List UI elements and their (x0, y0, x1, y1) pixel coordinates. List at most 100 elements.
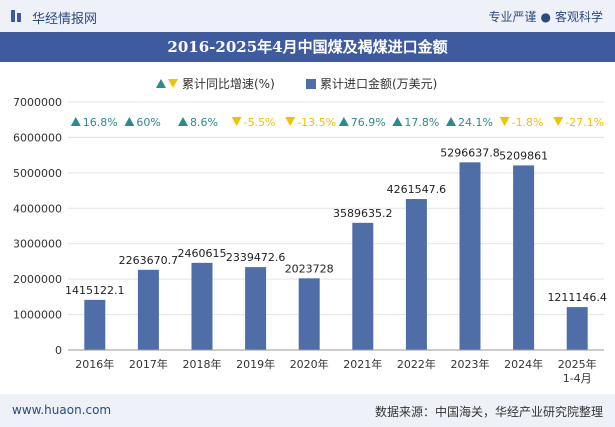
growth-up-triangle-icon (392, 117, 403, 126)
growth-down-triangle-icon (499, 117, 510, 126)
x-tick-line: 2020年 (290, 357, 329, 371)
y-tick-label: 7000000 (13, 96, 62, 109)
y-tick-label: 6000000 (13, 131, 62, 144)
bar-value-label: 5296637.8 (440, 146, 500, 159)
legend-label-growth: 累计同比增速(%) (182, 77, 275, 91)
bar (137, 269, 159, 350)
x-tick-label: 2024年 (504, 357, 543, 371)
growth-label: 8.6% (190, 116, 218, 129)
growth-down-triangle-icon (285, 117, 296, 126)
x-axis: 2016年 2017年 2018年 2019年 2020年 2021年 2022年 2023年… (68, 349, 604, 385)
growth-label: 17.8% (404, 116, 439, 129)
bar-value-label: 2023728 (285, 262, 334, 275)
bar (459, 162, 481, 350)
growth-item: 76.9% (338, 116, 386, 129)
bar (298, 278, 320, 350)
growth-item: -27.1% (553, 116, 604, 129)
legend-swatch (306, 79, 316, 89)
bar (405, 199, 427, 350)
bar-value-label: 5209861 (499, 149, 548, 162)
growth-item: 60% (124, 116, 161, 129)
x-tick-label: 2023年 (451, 357, 490, 371)
growth-item: -5.5% (231, 116, 276, 129)
y-tick-label: 0 (55, 344, 62, 357)
y-tick-label: 2000000 (13, 273, 62, 286)
growth-item: 16.8% (70, 116, 118, 129)
growth-item: -1.8% (499, 116, 544, 129)
x-tick-label: 2017年 (129, 357, 168, 371)
bar (84, 299, 106, 350)
chart-legend: 累计同比增速(%) 累计进口金额(万美元) (156, 76, 437, 91)
x-tick-line: 1-4月 (563, 372, 592, 385)
bar-series (84, 162, 588, 350)
growth-up-triangle-icon (124, 117, 135, 126)
x-tick-label: 2020年 (290, 357, 329, 371)
growth-down-triangle-icon (553, 117, 564, 126)
footer-url: www.huaon.com (12, 403, 112, 417)
growth-label: -13.5% (297, 116, 336, 129)
y-tick-label: 1000000 (13, 309, 62, 322)
growth-item: 8.6% (178, 116, 218, 129)
x-tick-label: 2022年 (397, 357, 436, 371)
x-tick-line: 2023年 (451, 357, 490, 371)
growth-label: -1.8% (512, 116, 544, 129)
bar (513, 165, 535, 350)
x-tick-label: 2021年 (343, 357, 382, 371)
x-tick-line: 2017年 (129, 357, 168, 371)
x-tick-line: 2022年 (397, 357, 436, 371)
x-tick-label: 2016年 (75, 357, 114, 371)
growth-up-triangle-icon (338, 117, 349, 126)
bar-value-label: 2339472.6 (226, 251, 286, 264)
y-axis: 0 1000000 2000000 3000000 4000000 5000000 6000… (13, 96, 62, 357)
bar-value-label: 3589635.2 (333, 207, 393, 220)
tagline-right: 客观科学 (554, 10, 603, 24)
x-tick-line: 2016年 (75, 357, 114, 371)
brand-logo-icon (11, 10, 21, 22)
growth-item: 17.8% (392, 116, 439, 129)
y-tick-label: 4000000 (13, 202, 62, 215)
bar-chart: 累计同比增速(%) 累计进口金额(万美元) 0 1000000 2000000 3000… (13, 76, 607, 385)
x-tick-line: 2021年 (343, 357, 382, 371)
x-tick-line: 2025年 (558, 357, 597, 371)
legend-triangle-up-icon (156, 79, 166, 88)
growth-label: -5.5% (244, 116, 276, 129)
x-tick-line: 2018年 (183, 357, 222, 371)
bar-value-label: 1211146.4 (547, 291, 607, 304)
brand-name: 华经情报网 (32, 12, 98, 27)
bar-value-label: 1415122.1 (65, 284, 125, 297)
footer: www.huaon.com 数据来源：中国海关，华经产业研究院整理 (0, 394, 615, 427)
growth-item: 24.1% (446, 116, 493, 129)
y-tick-label: 3000000 (13, 238, 62, 251)
bar (191, 262, 213, 350)
growth-label: 24.1% (458, 116, 493, 129)
growth-up-triangle-icon (446, 117, 456, 126)
x-tick-label: 2019年 (236, 357, 275, 371)
growth-label: 60% (136, 116, 160, 129)
growth-label: 76.9% (351, 116, 386, 129)
bar-value-label: 4261547.6 (387, 183, 447, 196)
growth-label: -27.1% (565, 116, 604, 129)
tagline-left: 专业严谨 (488, 10, 537, 24)
bar (566, 307, 588, 350)
growth-up-triangle-icon (70, 117, 81, 126)
x-tick-line: 2024年 (504, 357, 543, 371)
y-tick-label: 5000000 (13, 167, 62, 180)
legend-item-growth: 累计同比增速(%) (156, 77, 275, 91)
top-bar: 华经情报网 专业严谨 ● 客观科学 (0, 0, 615, 32)
x-tick-label: 2025年 1-4月 (558, 357, 597, 385)
chart-title: 2016-2025年4月中国煤及褐煤进口金额 (0, 32, 615, 62)
x-tick-line: 2019年 (236, 357, 275, 371)
legend-triangle-down-icon (168, 79, 178, 88)
tagline: 专业严谨 ● 客观科学 (488, 8, 603, 25)
x-tick-label: 2018年 (183, 357, 222, 371)
footer-source: 数据来源：中国海关，华经产业研究院整理 (374, 405, 603, 419)
bar (352, 222, 374, 350)
bar-value-label: 2460615 (178, 247, 227, 260)
growth-item: -13.5% (285, 116, 336, 129)
growth-up-triangle-icon (178, 117, 188, 126)
growth-label: 16.8% (83, 116, 118, 129)
bar (245, 267, 267, 350)
legend-item-amount: 累计进口金额(万美元) (306, 76, 437, 91)
tagline-dot-icon: ● (540, 10, 551, 24)
